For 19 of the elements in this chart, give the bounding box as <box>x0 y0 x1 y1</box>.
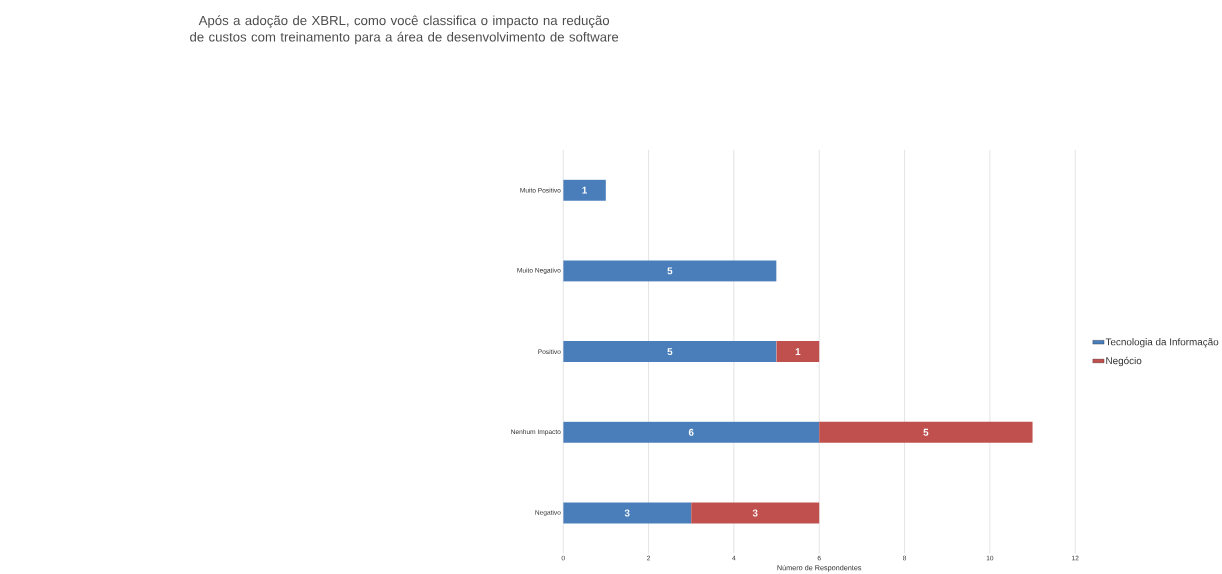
legend-label: Negócio <box>1106 356 1142 367</box>
data-label: 3 <box>752 509 758 517</box>
data-label: 1 <box>795 348 801 356</box>
bar <box>691 502 820 524</box>
bar <box>819 421 1033 443</box>
bar <box>563 260 777 282</box>
data-label: 1 <box>582 186 588 194</box>
bar <box>563 502 692 524</box>
data-label: 5 <box>667 267 673 275</box>
bar <box>563 179 606 201</box>
bar <box>563 341 777 363</box>
data-label: 3 <box>624 509 630 517</box>
bar <box>563 421 820 443</box>
legend-label: Tecnologia da Informação <box>1105 338 1219 348</box>
data-label: 5 <box>923 428 929 436</box>
bar <box>776 341 820 363</box>
data-label: 5 <box>667 348 673 356</box>
text: Após a adoção de XBRL, como você classifica o impacto na redução de custos com treinamento para a área de desenvolvimento de software <box>190 15 619 45</box>
data-label: 6 <box>688 428 694 436</box>
